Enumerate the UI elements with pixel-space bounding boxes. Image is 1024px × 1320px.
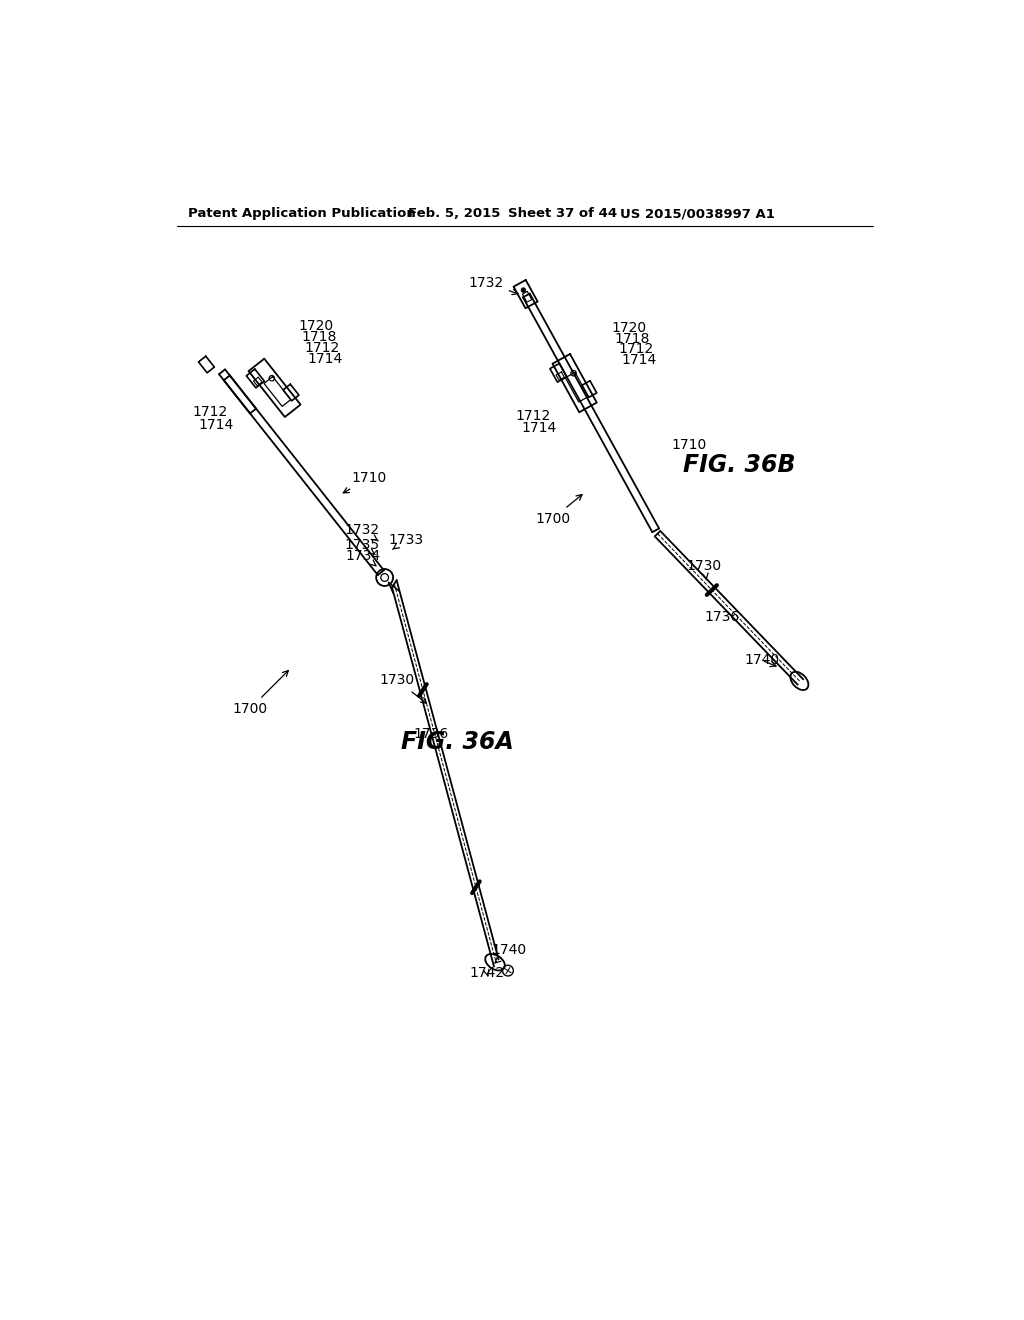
Text: 1714: 1714 <box>307 351 343 366</box>
Text: 1730: 1730 <box>687 560 722 579</box>
Text: 1742: 1742 <box>470 966 505 979</box>
Text: 1712: 1712 <box>617 342 653 356</box>
Text: 1730: 1730 <box>380 673 426 704</box>
Text: 1720: 1720 <box>611 321 647 335</box>
Text: 1712: 1712 <box>304 341 340 355</box>
Text: 1735: 1735 <box>344 539 379 554</box>
Text: US 2015/0038997 A1: US 2015/0038997 A1 <box>620 207 774 220</box>
Text: 1718: 1718 <box>301 330 337 345</box>
Text: 1732: 1732 <box>469 276 518 294</box>
Text: 1720: 1720 <box>298 319 334 333</box>
Text: FIG. 36A: FIG. 36A <box>401 730 514 754</box>
Text: 1712: 1712 <box>515 409 551 424</box>
Text: 1718: 1718 <box>614 331 650 346</box>
Text: 1714: 1714 <box>621 354 656 367</box>
Text: 1736: 1736 <box>414 727 450 742</box>
Text: Feb. 5, 2015: Feb. 5, 2015 <box>408 207 500 220</box>
Text: 1700: 1700 <box>232 671 289 715</box>
Circle shape <box>521 288 525 292</box>
Text: 1733: 1733 <box>389 532 424 549</box>
Text: 1732: 1732 <box>344 523 379 541</box>
Text: 1734: 1734 <box>345 549 381 566</box>
Text: 1740: 1740 <box>744 653 779 668</box>
Text: 1736: 1736 <box>705 610 739 623</box>
Text: Patent Application Publication: Patent Application Publication <box>188 207 416 220</box>
Text: 1714: 1714 <box>199 418 233 432</box>
Text: FIG. 36B: FIG. 36B <box>683 453 795 477</box>
Text: 1710: 1710 <box>671 438 707 451</box>
Text: 1714: 1714 <box>521 421 557 434</box>
Text: 1740: 1740 <box>492 942 527 962</box>
Text: 1712: 1712 <box>193 405 227 420</box>
Text: 1710: 1710 <box>343 471 387 492</box>
Text: Sheet 37 of 44: Sheet 37 of 44 <box>508 207 617 220</box>
Text: 1700: 1700 <box>535 495 582 525</box>
